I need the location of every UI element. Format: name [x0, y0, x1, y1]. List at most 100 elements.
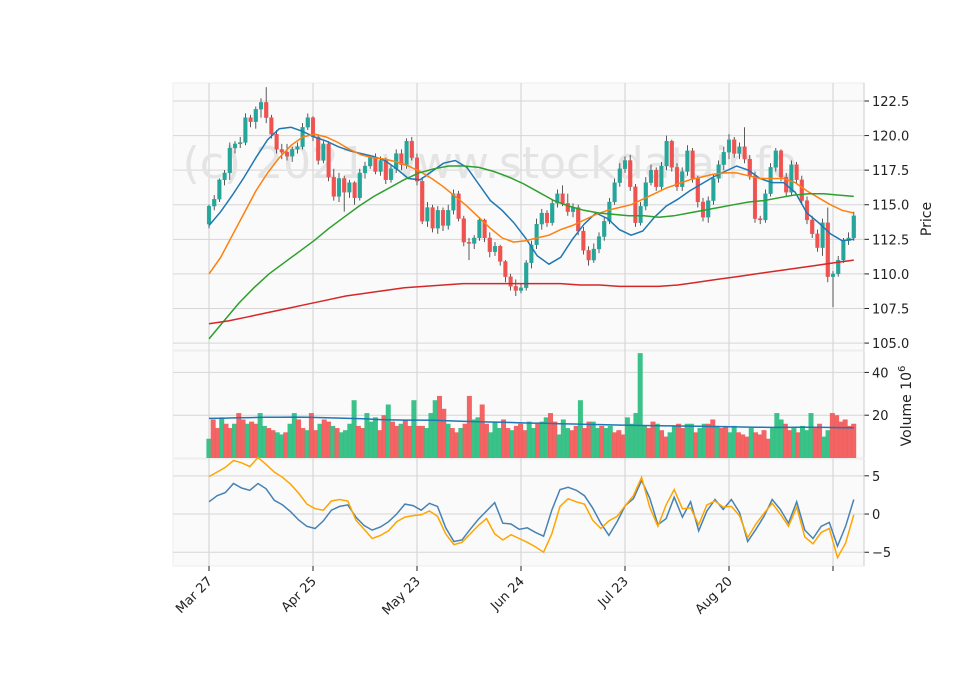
volume-bar-up: [317, 423, 323, 458]
candle-down: [778, 150, 784, 178]
candle-down: [326, 143, 331, 178]
candle-up: [648, 170, 654, 183]
volume-bar-down: [663, 436, 669, 458]
volume-bar-down: [377, 430, 383, 458]
volume-bar-up: [432, 400, 438, 458]
candle-up: [617, 168, 622, 183]
moving-average-line: [208, 126, 854, 266]
candle-up: [222, 172, 227, 180]
candle-down: [508, 276, 513, 287]
volume-bar-down: [227, 428, 233, 458]
volume-bar-down: [415, 425, 421, 458]
volume-bar-up: [368, 421, 374, 458]
volume-bar-down: [300, 428, 306, 458]
candle-up: [362, 165, 368, 174]
volume-bar-down: [693, 432, 699, 458]
volume-bars: [206, 353, 857, 458]
volume-bar-down: [757, 434, 763, 458]
volume-bar-up: [278, 434, 284, 458]
volume-bar-down: [650, 421, 656, 458]
volume-bar-down: [680, 428, 686, 458]
candle-up: [321, 143, 326, 161]
moving-average-line: [208, 259, 854, 325]
candle-up: [243, 117, 248, 143]
candle-up: [232, 143, 238, 149]
volume-average-line: [208, 416, 854, 429]
volume-bar-up: [261, 425, 267, 458]
candle-up: [773, 150, 778, 168]
candle-down: [487, 237, 492, 252]
candle-down: [669, 140, 674, 168]
volume-bar-down: [599, 425, 605, 458]
volume-bar-up: [543, 417, 549, 458]
volume-bar-up: [607, 425, 613, 458]
volume-bar-down: [612, 432, 618, 458]
volume-bar-up: [624, 417, 630, 458]
x-tick-label: Jul 23: [595, 574, 632, 611]
candle-down: [264, 102, 269, 118]
macd-line: [208, 456, 855, 560]
volume-bar-down: [321, 419, 327, 458]
x-tick-label: Jun 24: [488, 574, 528, 614]
volume-bar-up: [825, 430, 831, 458]
candle-up: [404, 140, 409, 165]
volume-bar-down: [569, 430, 575, 458]
macd-line: [208, 478, 855, 549]
volume-bar-down: [676, 423, 682, 458]
candle-up: [451, 193, 456, 211]
candle-up: [680, 171, 685, 187]
candle-up: [388, 168, 394, 180]
candle-up: [217, 179, 222, 200]
candle-up: [378, 160, 383, 172]
volume-bar-down: [740, 434, 746, 458]
candle-down: [430, 207, 435, 229]
candle-up: [820, 222, 825, 248]
volume-bar-down: [419, 425, 425, 458]
candle-down: [586, 250, 591, 261]
volume-bar-down: [513, 425, 519, 458]
volume-bar-up: [821, 436, 827, 458]
volume-bar-down: [706, 423, 712, 458]
volume-bar-down: [846, 425, 852, 458]
volume-bar-down: [548, 413, 554, 458]
volume-bar-up: [799, 425, 805, 458]
candlestick-series: [206, 87, 856, 308]
volume-bar-up: [577, 400, 583, 458]
candle-up: [550, 203, 555, 223]
volume-bar-up: [633, 413, 639, 458]
price-y-tick-label: 112.5: [872, 233, 909, 248]
volume-bar-down: [449, 428, 455, 458]
candle-up: [357, 172, 362, 198]
volume-bar-up: [688, 423, 694, 458]
volume-bar-down: [646, 428, 652, 458]
volume-bar-up: [565, 428, 571, 458]
volume-bar-down: [479, 404, 485, 458]
candle-up: [851, 215, 856, 239]
volume-bar-down: [454, 432, 460, 458]
volume-bar-down: [223, 423, 229, 458]
moving-average-lines: [208, 126, 854, 340]
candle-down: [799, 179, 804, 201]
candle-down: [269, 117, 274, 135]
candle-down: [279, 149, 284, 153]
volume-bar-down: [240, 419, 246, 458]
candle-up: [206, 205, 212, 225]
candle-down: [732, 139, 737, 154]
volume-bar-up: [274, 432, 280, 458]
candle-up: [591, 248, 596, 261]
candle-down: [654, 170, 659, 187]
volume-bar-down: [817, 423, 823, 458]
candle-down: [383, 160, 388, 180]
volume-bar-down: [214, 428, 220, 458]
volume-bar-down: [266, 428, 272, 458]
candle-up: [534, 223, 539, 246]
volume-bar-up: [808, 413, 814, 458]
volume-bar-up: [530, 428, 536, 458]
volume-bar-up: [727, 432, 733, 458]
volume-bar-up: [560, 419, 566, 458]
candle-down: [399, 153, 404, 165]
candle-up: [253, 109, 258, 122]
candle-down: [482, 219, 487, 239]
volume-bar-up: [526, 421, 532, 458]
volume-y-tick-label: 40: [872, 366, 889, 381]
